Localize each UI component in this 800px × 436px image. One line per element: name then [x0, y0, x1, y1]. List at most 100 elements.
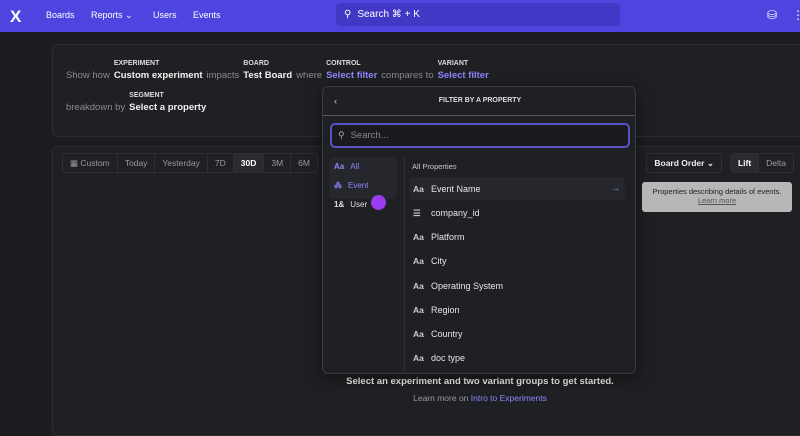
variant-label: VARIANT — [437, 60, 469, 67]
nav-reports-label: Reports — [91, 10, 123, 20]
logo[interactable]: X — [10, 7, 22, 26]
search-icon: ⚲ — [344, 9, 352, 20]
variant-group: VARIANT Select filter — [438, 60, 489, 81]
chevron-down-icon: ⌄ — [706, 158, 714, 168]
text-icon: Aa — [413, 305, 424, 315]
property-label: Region — [431, 305, 460, 315]
property-label: City — [431, 256, 447, 266]
lift-button[interactable]: Lift — [730, 154, 760, 172]
lift-delta-toggle: Lift Delta — [729, 153, 794, 173]
segment-label: SEGMENT — [129, 92, 164, 99]
breakdown-text: breakdown by — [66, 102, 126, 113]
range-3m[interactable]: 3M — [264, 154, 292, 172]
custom-range-button[interactable]: ▦ Custom — [63, 154, 118, 172]
empty-message: Select an experiment and two variant gro… — [346, 376, 614, 387]
show-how-text: Show how — [66, 70, 110, 81]
top-nav: X Boards Reports ⌄ Users Events ⚲ Search … — [0, 0, 800, 32]
custom-label: Custom — [80, 158, 110, 168]
section-title: All Properties — [412, 162, 457, 171]
more-icon[interactable]: ⋮ — [792, 8, 800, 22]
property-event-name[interactable]: Aa Event Name — [411, 178, 623, 200]
search-icon: ⚲ — [338, 130, 345, 140]
divider — [404, 155, 405, 373]
control-group: CONTROL Select filter — [326, 60, 377, 81]
property-label: company_id — [431, 208, 480, 218]
property-label: Platform — [431, 232, 465, 242]
board-order-label: Board Order — [654, 158, 705, 168]
experiment-select[interactable]: Custom experiment — [113, 70, 203, 81]
category-all[interactable]: Aa All — [331, 157, 397, 175]
range-6m[interactable]: 6M — [298, 158, 310, 168]
where-text: where — [296, 70, 323, 81]
category-label: Event — [348, 180, 369, 190]
property-label: Country — [431, 329, 463, 339]
property-company-id[interactable]: ☰ company_id — [411, 202, 623, 224]
category-event[interactable]: ⁂ Event — [331, 176, 397, 194]
list-icon: ☰ — [413, 207, 421, 218]
text-icon: Aa — [413, 232, 424, 242]
database-icon[interactable]: ⛁ — [767, 8, 778, 22]
intro-link[interactable]: Intro to Experiments — [470, 393, 547, 403]
category-label: All — [350, 161, 360, 171]
search-placeholder: Search... — [350, 130, 389, 141]
impacts-text: impacts — [206, 70, 240, 81]
divider — [323, 115, 635, 116]
global-search[interactable]: ⚲ Search ⌘ + K — [336, 3, 620, 26]
property-label: Operating System — [431, 281, 504, 291]
range-30d[interactable]: 30D — [233, 154, 265, 172]
property-doc-type[interactable]: Aa doc type — [411, 347, 623, 369]
property-country[interactable]: Aa Country — [411, 323, 623, 345]
tooltip: Properties describing details of events.… — [642, 182, 792, 212]
text-icon: Aa — [334, 161, 345, 171]
hover-row — [409, 177, 625, 200]
delta-button[interactable]: Delta — [766, 158, 786, 168]
nav-users[interactable]: Users — [153, 10, 177, 20]
right-toolbar: Board Order ⌄ Lift Delta — [646, 153, 794, 173]
control-label: CONTROL — [326, 60, 361, 67]
board-order-dropdown[interactable]: Board Order ⌄ — [646, 153, 722, 173]
property-platform[interactable]: Aa Platform — [411, 226, 623, 248]
range-yesterday[interactable]: Yesterday — [155, 154, 208, 172]
property-region[interactable]: Aa Region — [411, 299, 623, 321]
experiment-label: EXPERIMENT — [113, 60, 160, 67]
text-icon: Aa — [413, 281, 424, 291]
category-highlight — [329, 157, 397, 199]
query-sentence: Show how EXPERIMENT Custom experiment imp… — [66, 60, 489, 81]
back-icon[interactable]: ‹ — [334, 96, 338, 107]
compares-to-text: compares to — [381, 70, 434, 81]
tooltip-text: Properties describing details of events. — [652, 187, 782, 196]
filter-property-popup: ‹ FILTER BY A PROPERTY ⚲ Search... Aa All… — [322, 86, 636, 374]
user-icon: 1& — [334, 199, 345, 209]
category-user[interactable]: 1& User — [331, 195, 397, 213]
experiment-group: EXPERIMENT Custom experiment — [114, 60, 203, 81]
cursor-click-icon: ⁂ — [334, 180, 342, 190]
board-group: BOARD Test Board — [243, 60, 292, 81]
segment-select[interactable]: Select a property — [129, 102, 207, 113]
date-range-selector: ▦ Custom Today Yesterday 7D 30D 3M 6M — [62, 153, 318, 173]
control-filter[interactable]: Select filter — [326, 70, 378, 81]
tooltip-learn-more[interactable]: Learn more — [697, 196, 737, 205]
text-icon: Aa — [413, 184, 424, 194]
segment-group: SEGMENT Select a property — [129, 92, 206, 113]
range-today[interactable]: Today — [118, 154, 156, 172]
popup-title: FILTER BY A PROPERTY — [438, 97, 522, 104]
text-icon: Aa — [413, 256, 424, 266]
board-select[interactable]: Test Board — [243, 70, 293, 81]
calendar-icon: ▦ — [70, 158, 79, 168]
property-os[interactable]: Aa Operating System — [411, 275, 623, 297]
variant-filter[interactable]: Select filter — [437, 70, 489, 81]
nav-boards[interactable]: Boards — [46, 10, 75, 20]
chevron-down-icon: ⌄ — [125, 10, 133, 20]
nav-reports[interactable]: Reports ⌄ — [91, 10, 133, 21]
range-7d[interactable]: 7D — [208, 154, 234, 172]
property-search-input[interactable]: ⚲ Search... — [330, 123, 630, 148]
search-label: Search ⌘ + K — [357, 9, 420, 20]
arrow-right-icon[interactable]: → — [611, 183, 621, 194]
property-city[interactable]: Aa City — [411, 250, 623, 272]
cursor-indicator — [371, 195, 386, 210]
board-label: BOARD — [243, 60, 269, 67]
property-label: Event Name — [431, 184, 481, 194]
property-label: doc type — [431, 353, 466, 363]
nav-events[interactable]: Events — [193, 10, 221, 20]
learn-more-prefix: Learn more on — [413, 393, 469, 403]
